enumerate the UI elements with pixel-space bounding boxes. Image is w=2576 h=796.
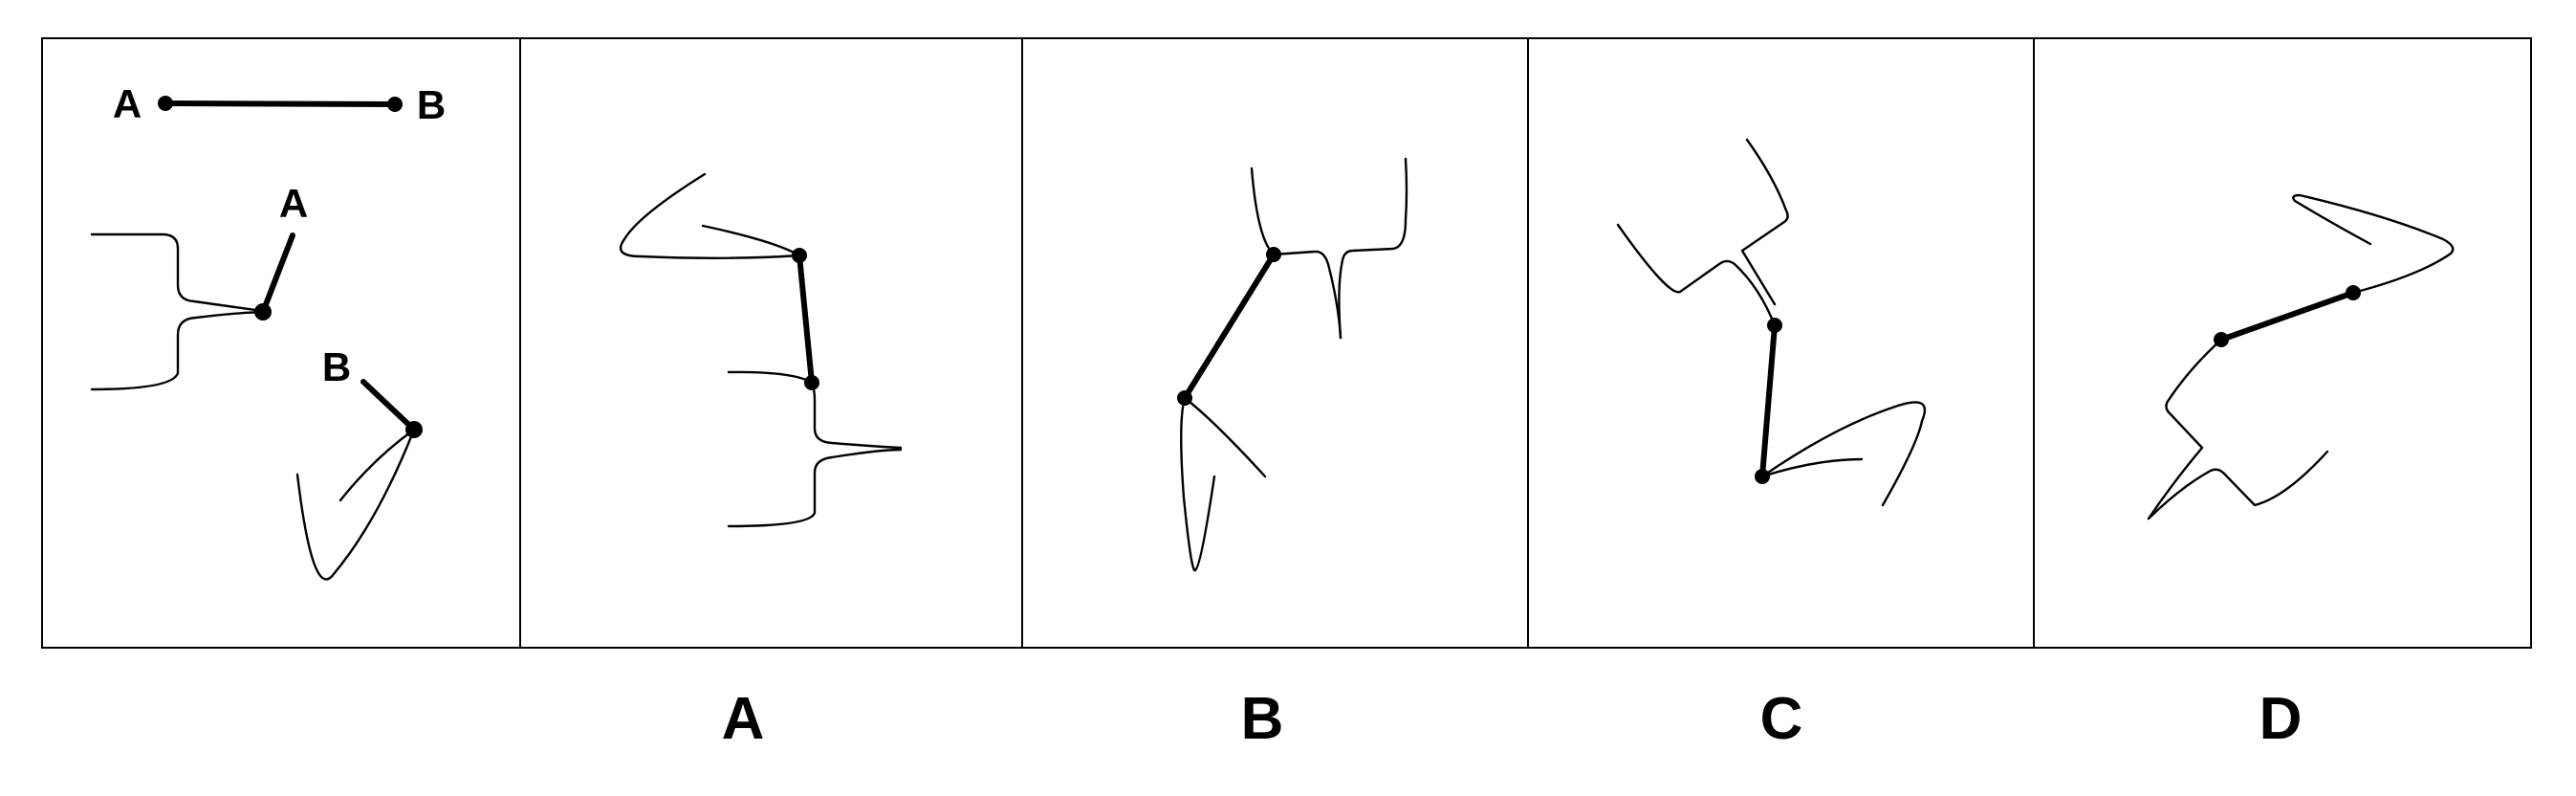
piece-a-label: A xyxy=(279,181,308,226)
short-curve xyxy=(1760,457,1864,478)
piece-b-stub xyxy=(360,379,417,432)
loop-curve xyxy=(619,172,801,259)
zigzag-lower xyxy=(2147,450,2329,520)
piece-b-short-curve xyxy=(338,428,416,502)
option-label-c[interactable]: C xyxy=(1760,686,1803,752)
joint-dot xyxy=(792,248,807,263)
connecting-segment xyxy=(797,253,815,386)
piece-b-loop xyxy=(295,428,416,581)
reference-segment xyxy=(163,100,398,107)
loop-curve xyxy=(1180,396,1216,572)
panel-frame xyxy=(41,37,2532,649)
joint-dot xyxy=(1755,469,1770,484)
piece-a-stub xyxy=(260,232,295,315)
connecting-segment xyxy=(1182,252,1277,401)
segment-point-a xyxy=(158,96,173,111)
option-c-figure xyxy=(1616,138,1927,507)
zigzag-upper xyxy=(2147,338,2223,520)
bracket-lower-arm xyxy=(727,448,903,528)
loop-curve xyxy=(1760,401,1927,507)
option-label-a[interactable]: A xyxy=(722,686,765,752)
option-d-figure xyxy=(2147,193,2455,520)
short-curve xyxy=(1183,396,1267,478)
joint-dot xyxy=(1767,318,1782,333)
loop-curve xyxy=(2292,193,2455,295)
piece-a-connector xyxy=(254,303,272,321)
option-b-figure xyxy=(1177,157,1408,572)
loop-inner-curve xyxy=(701,224,801,257)
piece-a-lower-arm xyxy=(90,310,265,391)
zigzag-lower xyxy=(1616,223,1777,327)
segment-label-a: A xyxy=(113,81,142,126)
segment-point-b xyxy=(387,97,403,112)
bracket-left-arm xyxy=(1250,166,1276,256)
bracket-inner-arm xyxy=(1272,250,1343,340)
piece-b-connector xyxy=(405,421,423,438)
joint-dot xyxy=(804,375,819,390)
bracket-right-arm xyxy=(1338,157,1408,340)
piece-a-upper-arm xyxy=(90,232,265,313)
joint-dot xyxy=(1177,390,1192,406)
option-label-b[interactable]: B xyxy=(1241,686,1284,752)
segment-label-b: B xyxy=(417,82,446,127)
option-label-d[interactable]: D xyxy=(2259,686,2303,752)
piece-b-label: B xyxy=(322,344,351,389)
joint-dot xyxy=(2346,285,2361,300)
bracket-upper-arm xyxy=(727,370,814,385)
option-a-figure xyxy=(619,172,903,528)
bracket-upper-step xyxy=(810,381,903,450)
joint-dot xyxy=(1266,247,1281,262)
piece-a: A xyxy=(90,181,308,391)
zigzag-upper xyxy=(1740,138,1789,306)
joint-dot xyxy=(2214,332,2229,347)
connecting-segment xyxy=(1759,322,1778,479)
reference-panel: A B A B xyxy=(90,81,446,581)
piece-b: B xyxy=(295,344,423,581)
connecting-segment xyxy=(2218,290,2356,343)
